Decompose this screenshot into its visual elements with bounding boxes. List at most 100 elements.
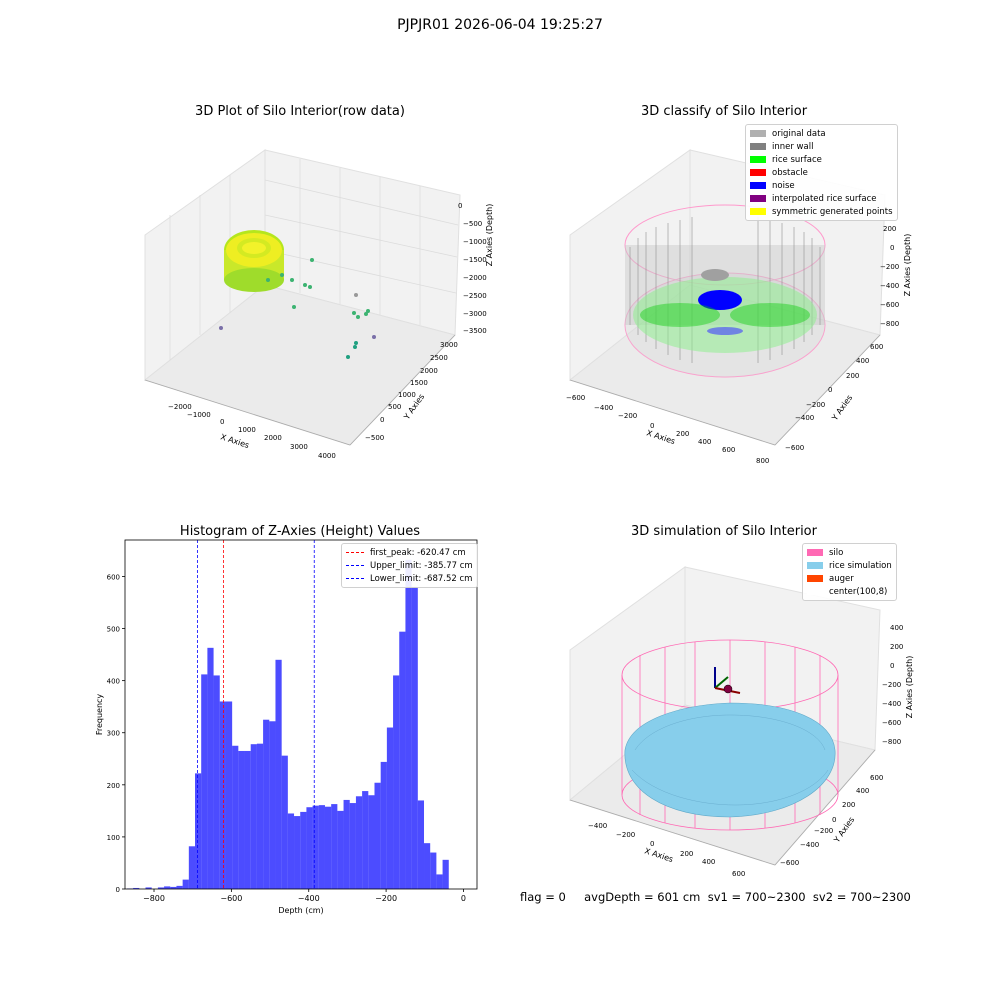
classify-ztick: 200 [883, 225, 896, 233]
histogram-bar [188, 846, 196, 889]
classify-xtick: 0 [650, 422, 654, 430]
classify-xaxis-label: X Axies [645, 428, 676, 446]
histogram-xtick-label: 0 [461, 894, 466, 903]
legend-label: Upper_limit: -385.77 cm [370, 560, 473, 571]
simulation-ytick: 0 [832, 816, 836, 824]
legend-label: first_peak: -620.47 cm [370, 547, 466, 558]
raw-ztick: −500 [463, 220, 482, 228]
histogram-bar [436, 874, 443, 889]
classify-point-cloud [624, 204, 826, 378]
classify-ztick: −200 [880, 263, 899, 271]
classify-ztick: −800 [880, 320, 899, 328]
raw-ztick: −3500 [463, 327, 487, 335]
classify-ytick: −200 [806, 401, 825, 409]
histogram-bar [355, 796, 363, 889]
legend-label: symmetric generated points [772, 206, 893, 217]
histogram-ytick-label: 500 [107, 626, 120, 634]
histogram-bar [256, 743, 264, 889]
classify-ztick: −600 [880, 301, 899, 309]
legend-swatch [750, 130, 766, 137]
histogram-bar [250, 744, 257, 889]
histogram-bar [343, 799, 350, 889]
raw-xtick: −2000 [168, 403, 192, 411]
histogram-bar [145, 887, 152, 889]
status-footer: flag = 0 avgDepth = 601 cm sv1 = 700~230… [520, 890, 911, 904]
simulation-plot-title: 3D simulation of Silo Interior [631, 524, 817, 539]
histogram-bar [176, 885, 183, 889]
legend-label: obstacle [772, 167, 808, 178]
legend-item: rice simulation [807, 559, 892, 572]
legend-swatch [807, 588, 823, 595]
simulation-ztick: −200 [882, 681, 901, 689]
legend-swatch [750, 195, 766, 202]
legend-label: center(100,8) [829, 586, 888, 597]
legend-label: Lower_limit: -687.52 cm [370, 573, 473, 584]
legend-label: auger [829, 573, 854, 584]
histogram-bar [393, 675, 400, 889]
histogram-bar [294, 816, 301, 889]
raw-xtick: 2000 [264, 434, 282, 442]
raw-ytick: 500 [388, 403, 401, 411]
raw-ytick: 1000 [398, 391, 416, 399]
simulation-legend: silo rice simulation auger center(100,8) [802, 543, 897, 601]
histogram-bar [318, 805, 325, 889]
histogram-bar [386, 727, 394, 889]
figure-title: PJPJR01 2026-06-04 19:25:27 [397, 17, 603, 33]
raw-ztick: −1500 [463, 256, 487, 264]
simulation-ytick: 400 [856, 787, 869, 795]
histogram-legend: first_peak: -620.47 cm Upper_limit: -385… [341, 543, 478, 588]
histogram-bar [312, 805, 319, 889]
raw-3d-plot: −2000 −1000 0 1000 2000 3000 4000 X Axie… [143, 149, 494, 460]
legend-item: rice surface [750, 153, 893, 166]
histogram-bar [337, 810, 344, 889]
classify-xtick: −200 [618, 412, 637, 420]
legend-swatch [750, 208, 766, 215]
classify-ytick: 0 [828, 386, 832, 394]
histogram-bar [269, 721, 276, 889]
simulation-xtick: −200 [616, 831, 635, 839]
histogram-bar [324, 806, 332, 889]
histogram-reference-lines [197, 540, 315, 889]
simulation-ztick: 200 [890, 643, 903, 651]
legend-swatch [807, 575, 823, 582]
histogram-yticks: 0 100 200 300 400 500 600 [107, 573, 125, 894]
legend-swatch [750, 143, 766, 150]
histogram-xaxis-label: Depth (cm) [278, 906, 323, 915]
legend-swatch [750, 182, 766, 189]
histogram-bar [287, 813, 295, 889]
histogram-yaxis-label: Frequency [95, 694, 104, 736]
classify-xtick: 200 [676, 430, 689, 438]
simulation-ytick: −200 [814, 827, 833, 835]
simulation-xtick: −400 [588, 822, 607, 830]
histogram-bar [380, 761, 387, 889]
histogram-bar [300, 811, 307, 889]
histogram-bars [126, 559, 449, 889]
raw-xtick: 1000 [238, 426, 256, 434]
raw-zaxis-label: Z Axies (Depth) [485, 204, 494, 267]
legend-label: rice simulation [829, 560, 892, 571]
histogram-bar [331, 804, 338, 889]
simulation-ytick: 600 [870, 774, 883, 782]
simulation-ytick: −600 [780, 859, 799, 867]
histogram-bar [133, 887, 140, 889]
legend-label: inner wall [772, 141, 814, 152]
classify-plot-title: 3D classify of Silo Interior [640, 104, 808, 119]
rice-surface [624, 702, 836, 818]
raw-ztick: −2500 [463, 292, 487, 300]
raw-xtick: 4000 [318, 452, 336, 460]
legend-item: center(100,8) [807, 585, 892, 598]
raw-ztick: 0 [458, 202, 462, 210]
raw-xtick: 0 [220, 418, 224, 426]
classify-zaxis-label: Z Axies (Depth) [903, 234, 912, 297]
simulation-xaxis-label: X Axies [643, 846, 674, 864]
classify-ytick: −400 [795, 414, 814, 422]
histogram-bar [368, 795, 375, 889]
raw-ytick: 3000 [440, 341, 458, 349]
legend-label: original data [772, 128, 826, 139]
classify-ztick: 0 [890, 244, 894, 252]
histogram-bar [424, 843, 431, 889]
simulation-ytick: 200 [842, 801, 855, 809]
legend-item: interpolated rice surface [750, 192, 893, 205]
histogram-xtick-label: −800 [143, 894, 165, 903]
raw-ztick: −3000 [463, 310, 487, 318]
